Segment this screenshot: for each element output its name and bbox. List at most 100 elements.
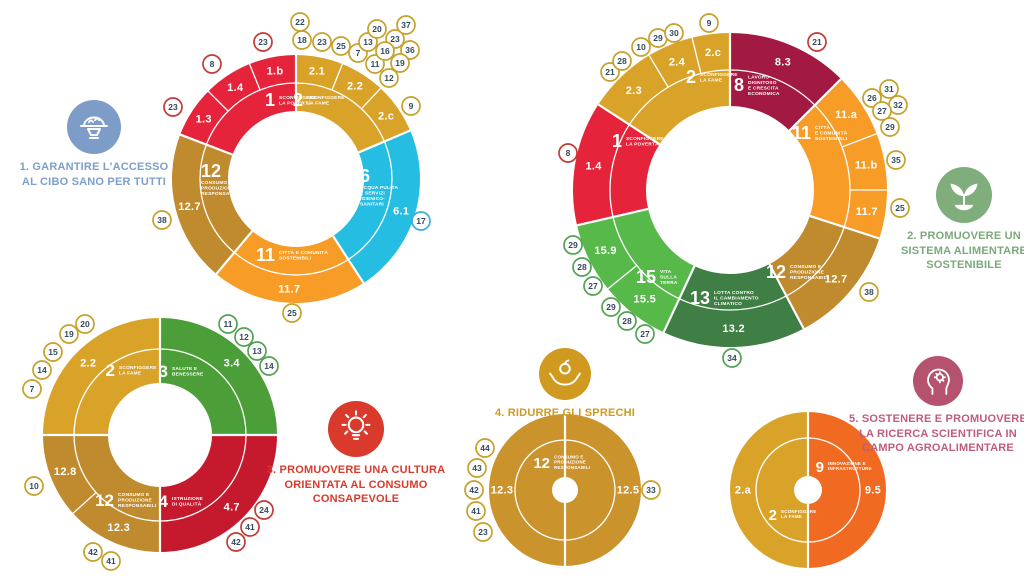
sdg-9-segment — [808, 412, 886, 568]
svg-text:13: 13 — [690, 288, 710, 308]
svg-text:TERRA: TERRA — [660, 280, 678, 286]
svg-text:38: 38 — [157, 215, 167, 225]
target-label: 2.a — [735, 485, 752, 497]
svg-text:LA FAME: LA FAME — [700, 77, 723, 83]
svg-text:13: 13 — [363, 37, 373, 47]
sdg-12-segment — [565, 414, 641, 566]
svg-text:2: 2 — [106, 361, 115, 380]
svg-text:PRODUZIONE: PRODUZIONE — [790, 270, 825, 276]
target-divider — [207, 90, 229, 112]
svg-text:11: 11 — [371, 59, 380, 69]
indicator-badge: 37 — [396, 15, 416, 35]
svg-text:9: 9 — [707, 18, 712, 28]
svg-text:41: 41 — [471, 506, 481, 516]
svg-text:LAVORO: LAVORO — [748, 74, 769, 80]
lightbulb-icon — [328, 401, 384, 457]
indicator-badge: 27 — [635, 324, 655, 344]
indicator-badge: 34 — [722, 348, 742, 368]
svg-text:41: 41 — [245, 522, 255, 532]
indicator-badge: 28 — [572, 257, 592, 277]
sdg-12-segment — [769, 215, 880, 329]
svg-text:23: 23 — [168, 102, 178, 112]
svg-text:23: 23 — [390, 34, 400, 44]
svg-text:22: 22 — [295, 17, 305, 27]
svg-text:LA FAME: LA FAME — [119, 370, 142, 376]
svg-text:28: 28 — [617, 56, 627, 66]
svg-text:29: 29 — [885, 122, 895, 132]
svg-text:14: 14 — [264, 361, 274, 371]
svg-text:11: 11 — [256, 245, 275, 265]
indicator-badge: 7 — [22, 379, 42, 399]
indicator-badge: 11 — [218, 314, 238, 334]
svg-text:LA POVERTÀ: LA POVERTÀ — [626, 140, 659, 147]
indicator-badge: 21 — [807, 32, 827, 52]
svg-text:28: 28 — [622, 316, 632, 326]
svg-text:38: 38 — [864, 287, 874, 297]
svg-text:12: 12 — [239, 332, 249, 342]
indicator-badge: 41 — [240, 517, 260, 537]
svg-text:24: 24 — [259, 505, 269, 515]
target-label: 15.5 — [633, 294, 656, 306]
section-title: 5. SOSTENERE E PROMUOVERE LA RICERCA SCI… — [849, 413, 1024, 455]
segment-divider — [788, 78, 842, 132]
svg-text:E COMUNITÀ: E COMUNITÀ — [815, 130, 848, 137]
svg-text:7: 7 — [356, 48, 361, 58]
svg-text:SCONFIGGERE: SCONFIGGERE — [279, 95, 317, 101]
svg-text:DI QUALITÀ: DI QUALITÀ — [172, 500, 202, 507]
svg-text:SCONFIGGERE: SCONFIGGERE — [781, 509, 816, 514]
svg-text:21: 21 — [812, 37, 822, 47]
svg-text:28: 28 — [577, 262, 587, 272]
sdg-13-segment — [663, 264, 804, 347]
section-food-access: 1. GARANTIRE L'ACCESSO AL CIBO SANO PER … — [8, 100, 180, 189]
sdg-1-segment — [573, 104, 660, 226]
indicator-badge: 44 — [475, 438, 495, 458]
svg-text:3: 3 — [159, 362, 168, 381]
target-label: 6.1 — [393, 206, 409, 218]
svg-text:PRODUZIONE: PRODUZIONE — [554, 460, 586, 465]
target-label: 11.a — [835, 109, 858, 121]
target-label: 13.2 — [722, 323, 745, 335]
indicator-badge: 15 — [43, 342, 63, 362]
target-divider — [607, 265, 638, 290]
svg-text:43: 43 — [472, 463, 482, 473]
svg-text:CLIMATICO: CLIMATICO — [714, 301, 742, 307]
svg-text:9: 9 — [816, 459, 824, 476]
svg-text:25: 25 — [336, 41, 346, 51]
target-label: 9.5 — [865, 485, 881, 497]
sdg-1-segment — [180, 54, 296, 155]
hands-food-icon — [539, 348, 591, 400]
svg-text:10: 10 — [636, 42, 646, 52]
indicator-badge: 23 — [253, 32, 273, 52]
target-label: 15.9 — [594, 245, 617, 257]
segment-divider — [576, 207, 649, 227]
svg-text:13: 13 — [252, 346, 262, 356]
svg-text:CONSUMO E: CONSUMO E — [790, 264, 822, 270]
indicator-badge: 29 — [601, 297, 621, 317]
sdg-6-segment — [333, 130, 421, 283]
svg-text:CITTÀ E COMUNITÀ: CITTÀ E COMUNITÀ — [279, 249, 328, 256]
sprout-icon — [936, 167, 992, 223]
svg-text:23: 23 — [317, 37, 327, 47]
indicator-badge: 20 — [367, 19, 387, 39]
svg-text:8: 8 — [566, 148, 571, 158]
svg-text:VITA: VITA — [660, 269, 672, 275]
indicator-badge: 14 — [259, 356, 279, 376]
svg-text:SOSTENIBILI: SOSTENIBILI — [815, 136, 848, 142]
indicator-badge: 33 — [641, 480, 661, 500]
segment-divider — [768, 263, 805, 330]
section-sustainable-food-system: 2. PROMUOVERE UN SISTEMA ALIMENTARE SOST… — [878, 167, 1024, 273]
indicator-badge: 20 — [75, 314, 95, 334]
svg-text:SCONFIGGERE: SCONFIGGERE — [119, 365, 157, 371]
svg-text:CONSUMO E: CONSUMO E — [201, 180, 233, 186]
svg-text:36: 36 — [405, 45, 415, 55]
sdg-3-segment — [160, 318, 277, 435]
